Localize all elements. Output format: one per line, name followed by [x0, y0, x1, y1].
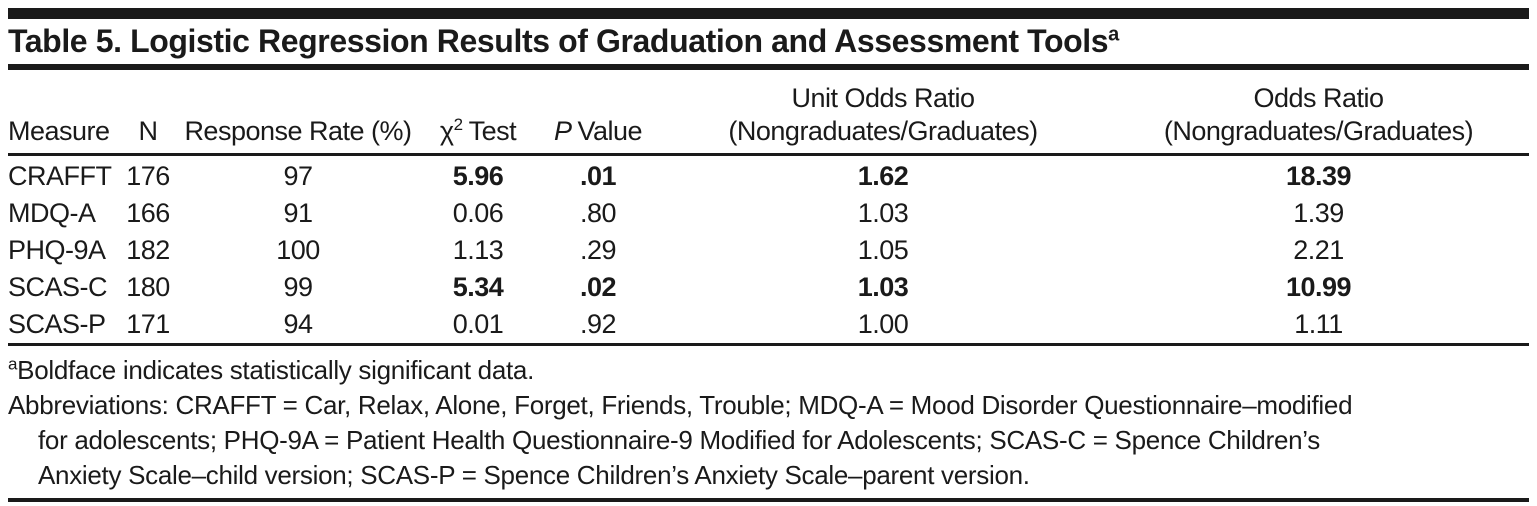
- cell-unit-odds-ratio: 1.05: [857, 235, 909, 265]
- footnote-abbreviations-line-3: Anxiety Scale–child version; SCAS-P = Sp…: [38, 460, 1030, 490]
- cell-response-rate: 94: [283, 309, 313, 339]
- cell-odds-ratio: 1.11: [1294, 309, 1343, 339]
- cell-n: 176: [126, 161, 170, 191]
- cell-measure: CRAFFT: [8, 161, 112, 191]
- cell-unit-odds-ratio: 1.03: [857, 198, 909, 228]
- cell-odds-ratio: 1.39: [1293, 198, 1344, 228]
- table-row: PHQ-9A 182 100 1.13 .29 1.05 2.21: [8, 232, 1529, 269]
- table-header-row: Measure N Response Rate (%) χ2 Test P Valu…: [8, 70, 1529, 156]
- cell-response-rate: 97: [283, 161, 313, 191]
- cell-chi-square: 5.34: [452, 272, 504, 302]
- cell-odds-ratio: 10.99: [1285, 272, 1352, 302]
- cell-p-value: .92: [579, 309, 617, 339]
- top-rule: [8, 8, 1529, 19]
- cell-p-value: .80: [579, 198, 617, 228]
- table-row: CRAFFT 176 97 5.96 .01 1.62 18.39: [8, 155, 1529, 196]
- cell-p-value: .02: [579, 272, 617, 302]
- cell-p-value: .29: [579, 235, 617, 265]
- cell-p-value: .01: [579, 161, 617, 191]
- cell-chi-square: 0.06: [452, 198, 504, 228]
- table-title-footnote-marker: a: [1108, 23, 1119, 46]
- cell-unit-odds-ratio: 1.03: [857, 272, 909, 302]
- cell-n: 182: [126, 235, 170, 265]
- footnotes: aBoldface indicates statistically signif…: [8, 346, 1529, 493]
- cell-measure: SCAS-P: [8, 309, 106, 339]
- cell-unit-odds-ratio: 1.62: [857, 161, 909, 191]
- header-measure: Measure: [8, 70, 118, 156]
- cell-odds-ratio: 18.39: [1285, 161, 1352, 191]
- header-unit-odds-ratio: Unit Odds Ratio (Nongraduates/Graduates): [658, 70, 1108, 156]
- cell-response-rate: 91: [283, 198, 313, 228]
- table-figure: Table 5. Logistic Regression Results of …: [0, 8, 1537, 502]
- cell-chi-square: 0.01: [452, 309, 504, 339]
- table-header: Measure N Response Rate (%) χ2 Test P Valu…: [8, 70, 1529, 156]
- cell-n: 166: [126, 198, 170, 228]
- header-p-value: P Value: [538, 70, 658, 156]
- bottom-rule: [8, 498, 1529, 502]
- header-chi-square-test: χ2 Test: [418, 70, 538, 156]
- header-n: N: [118, 70, 178, 156]
- table-body: CRAFFT 176 97 5.96 .01 1.62 18.39 MDQ-A 166 91 0.0…: [8, 155, 1529, 345]
- table-row: SCAS-P 171 94 0.01 .92 1.00 1.11: [8, 306, 1529, 345]
- cell-n: 180: [126, 272, 170, 302]
- table-title-text: Table 5. Logistic Regression Results of …: [8, 23, 1109, 59]
- footnote-abbreviations-line-2: for adolescents; PHQ-9A = Patient Health…: [38, 425, 1320, 455]
- cell-response-rate: 100: [276, 235, 320, 265]
- table-title: Table 5. Logistic Regression Results of …: [8, 19, 1529, 64]
- results-table: Measure N Response Rate (%) χ2 Test P Valu…: [8, 70, 1529, 346]
- title-divider-rule: [8, 64, 1529, 70]
- header-odds-ratio: Odds Ratio (Nongraduates/Graduates): [1108, 70, 1529, 156]
- cell-measure: SCAS-C: [8, 272, 108, 302]
- cell-chi-square: 5.96: [452, 161, 504, 191]
- cell-measure: MDQ-A: [8, 198, 96, 228]
- cell-response-rate: 99: [283, 272, 313, 302]
- footnote-significance: aBoldface indicates statistically signif…: [8, 354, 534, 385]
- footnote-abbreviations-line-1: Abbreviations: CRAFFT = Car, Relax, Alon…: [8, 390, 1353, 420]
- cell-chi-square: 1.13: [452, 235, 504, 265]
- cell-n: 171: [126, 309, 170, 339]
- header-response-rate: Response Rate (%): [178, 70, 418, 156]
- cell-measure: PHQ-9A: [8, 235, 106, 265]
- table-row: MDQ-A 166 91 0.06 .80 1.03 1.39: [8, 195, 1529, 232]
- cell-unit-odds-ratio: 1.00: [857, 309, 909, 339]
- footnote-marker-a: a: [8, 354, 18, 374]
- cell-odds-ratio: 2.21: [1293, 235, 1344, 265]
- table-row: SCAS-C 180 99 5.34 .02 1.03 10.99: [8, 269, 1529, 306]
